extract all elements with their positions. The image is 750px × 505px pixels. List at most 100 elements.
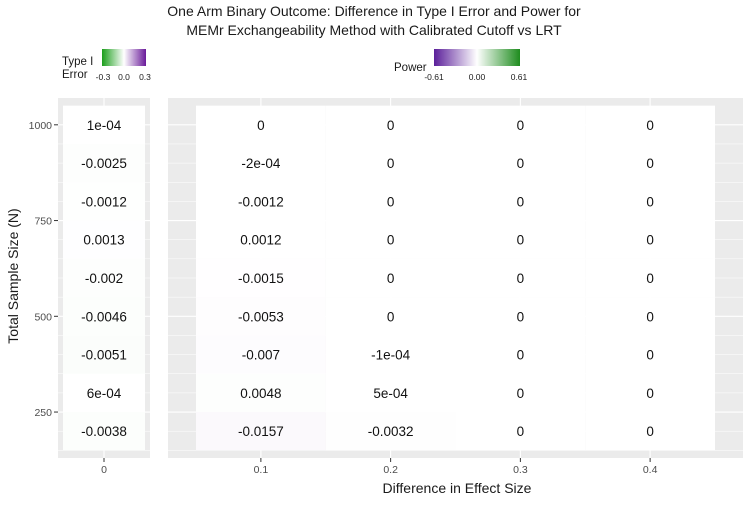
y-axis: 250 500 750 1000 (29, 120, 58, 419)
x-tick-label: 0.4 (643, 464, 658, 476)
power-cell-label: 0 (517, 386, 525, 401)
x-tick-label: 0 (101, 464, 107, 476)
power-cell (325, 143, 456, 183)
type1-cell (63, 412, 145, 451)
power-cell-label: 0 (517, 194, 525, 209)
power-cell (455, 335, 586, 374)
type1-cell-label: -0.0025 (81, 156, 127, 171)
type1-cell-label: 6e-04 (87, 386, 122, 401)
power-cell-label: 0 (646, 386, 654, 401)
power-cell (196, 297, 326, 336)
power-cell-label: 0 (646, 271, 654, 286)
type1-cell (63, 297, 145, 336)
power-cell-label: 0 (517, 156, 525, 171)
power-cell (585, 373, 715, 413)
power-cell (196, 143, 326, 183)
y-tick-label: 750 (34, 216, 52, 228)
type1-cell-label: -0.0046 (81, 309, 127, 324)
power-cell-label: 0 (387, 309, 395, 324)
power-cell-label: -0.0053 (238, 309, 284, 324)
type1-cell (63, 220, 145, 259)
power-cell-label: 0 (517, 424, 525, 439)
legend-type1-label-min: -0.3 (96, 72, 111, 82)
power-cell-label: -2e-04 (241, 156, 281, 171)
legend-power-colorbar (434, 49, 520, 66)
type1-cell (63, 373, 145, 413)
power-cell (196, 220, 326, 259)
power-cell-label: 0 (517, 233, 525, 248)
power-cell-label: 0 (517, 309, 525, 324)
x-tick-label: 0.3 (513, 464, 528, 476)
power-cell-label: -0.0015 (238, 271, 284, 286)
power-cell (585, 182, 715, 221)
power-cell (325, 105, 456, 144)
power-cell (196, 373, 326, 413)
type1-cell (63, 258, 145, 298)
power-cell-label: 0 (517, 118, 525, 133)
chart-title-line-1: One Arm Binary Outcome: Difference in Ty… (167, 3, 581, 19)
power-cell-label: 0.0012 (240, 233, 281, 248)
power-cell-label: -0.007 (242, 348, 280, 363)
power-cell (455, 182, 586, 221)
power-cell-label: 0 (517, 348, 525, 363)
type1-cell-label: -0.0012 (81, 194, 127, 209)
power-cell (196, 105, 326, 144)
power-cell-label: 0 (646, 424, 654, 439)
power-cell-label: -0.0032 (368, 424, 414, 439)
x-axis: 0 0.1 0.2 0.3 0.4 (101, 458, 658, 476)
y-axis-title: Total Sample Size (N) (5, 208, 21, 343)
type1-error-panel: 1e-04 -0.0025 -0.0012 0.0013 -0.002 -0.0046 -0… (58, 98, 150, 458)
chart-title-line-2: MEMr Exchangeability Method with Calibra… (186, 22, 562, 38)
power-cell-label: 0.0048 (240, 386, 281, 401)
power-cell (455, 412, 586, 451)
x-tick-label: 0.1 (254, 464, 269, 476)
power-cell (325, 182, 456, 221)
power-cell (585, 335, 715, 374)
power-cell (455, 105, 586, 144)
power-cell (455, 143, 586, 183)
x-tick-label: 0.2 (383, 464, 398, 476)
power-cell (196, 335, 326, 374)
legend-power: Power -0.61 0.00 0.61 (394, 49, 528, 82)
legend-power-label-min: -0.61 (424, 72, 444, 82)
y-tick-label: 250 (34, 407, 52, 419)
power-cell (455, 297, 586, 336)
legend-type1-title-line-2: Error (62, 69, 88, 81)
power-cell (585, 220, 715, 259)
power-cell (196, 258, 326, 298)
legend-type1-label-max: 0.3 (139, 72, 151, 82)
power-cell (325, 412, 456, 451)
power-cell (585, 412, 715, 451)
type1-cell (63, 105, 145, 144)
power-cell (585, 258, 715, 298)
legend-power-label-max: 0.61 (511, 72, 528, 82)
power-cell-label: -0.0157 (238, 424, 284, 439)
power-cell-label: 0 (387, 233, 395, 248)
power-cell-label: 0 (646, 309, 654, 324)
power-cell (585, 105, 715, 144)
power-cell (455, 258, 586, 298)
type1-cell-label: 0.0013 (83, 233, 124, 248)
legend-type1-title-line-1: Type I (62, 56, 93, 68)
type1-cell-label: -0.002 (85, 271, 123, 286)
legend-power-title: Power (394, 62, 427, 74)
power-cell-label: 0 (646, 156, 654, 171)
legend-power-label-mid: 0.00 (469, 72, 486, 82)
power-cell-label: -0.0012 (238, 194, 284, 209)
type1-cell-label: -0.0051 (81, 348, 127, 363)
type1-cell-label: -0.0038 (81, 424, 127, 439)
legend-type1-colorbar (102, 49, 146, 66)
power-panel: 0 0 0 0 -2e-04 0 0 0 -0.0012 0 0 0 0.0012 0 0 0 -0.0015 0… (168, 98, 743, 458)
y-tick-label: 500 (34, 311, 52, 323)
power-cell-label: 0 (387, 156, 395, 171)
power-cell-label: 0 (646, 118, 654, 133)
power-cell-label: 5e-04 (373, 386, 408, 401)
type1-cell-label: 1e-04 (87, 118, 122, 133)
power-cell-label: 0 (517, 271, 525, 286)
power-cell-label: 0 (646, 348, 654, 363)
power-cell (325, 335, 456, 374)
type1-cell (63, 182, 145, 221)
power-cell (325, 258, 456, 298)
type1-cell (63, 143, 145, 183)
